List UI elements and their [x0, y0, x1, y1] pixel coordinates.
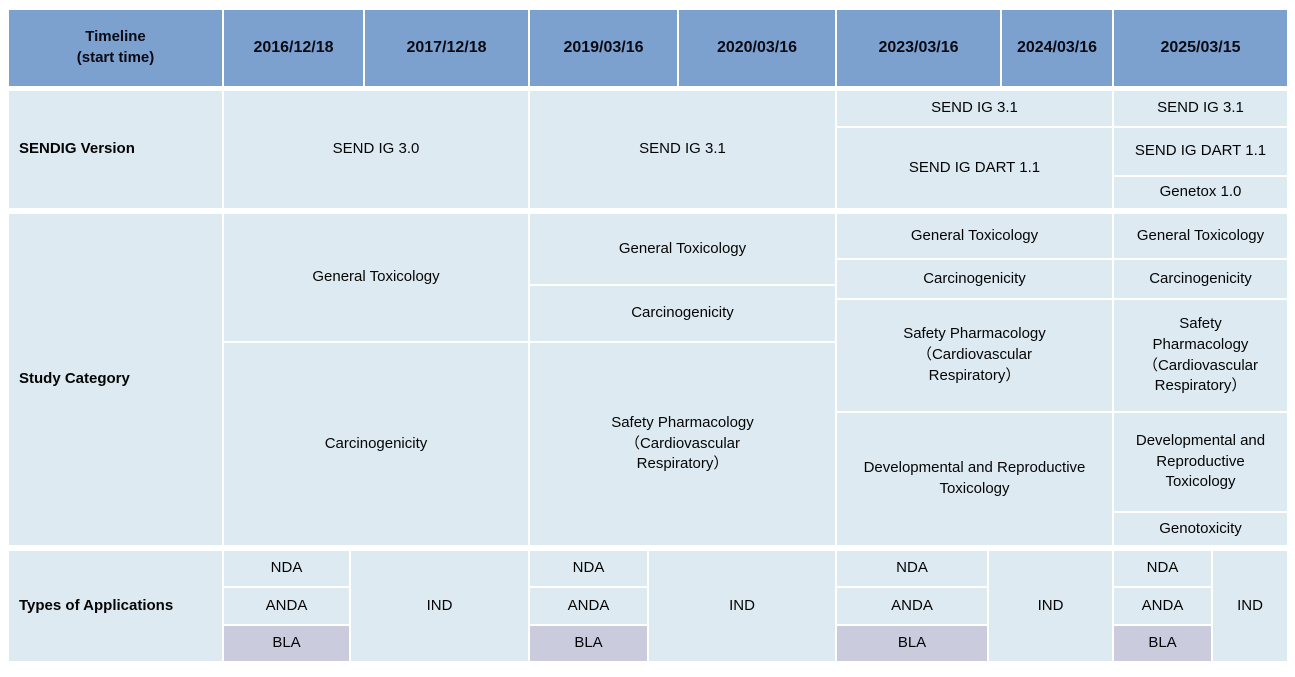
cell-apps-ind-2017: IND [351, 551, 528, 661]
cell-apps-bla-2025: BLA [1114, 626, 1211, 661]
header-date-2019-03-16: 2019/03/16 [530, 10, 677, 86]
cell-sendig-genetox-2025: Genetox 1.0 [1114, 177, 1287, 208]
cell-sendig-v30-2016-2017: SEND IG 3.0 [224, 91, 528, 208]
cell-study-general-2025: General Toxicology [1114, 214, 1287, 258]
cell-sendig-v31-2025: SEND IG 3.1 [1114, 91, 1287, 126]
cell-study-dart-tox-2025: Developmental and Reproductive Toxicolog… [1114, 413, 1287, 511]
cell-apps-bla-2023: BLA [837, 626, 987, 661]
header-date-2017-12-18: 2017/12/18 [365, 10, 528, 86]
cell-study-safety-2023-2024: Safety Pharmacology （Cardiovascular Resp… [837, 300, 1112, 411]
header-date-2024-03-16: 2024/03/16 [1002, 10, 1112, 86]
cell-study-genotox-2025: Genotoxicity [1114, 513, 1287, 545]
header-date-2020-03-16: 2020/03/16 [679, 10, 835, 86]
cell-study-carcino-2025: Carcinogenicity [1114, 260, 1287, 298]
cell-study-carcino-2019-2020: Carcinogenicity [530, 286, 835, 341]
row-label-sendig-version: SENDIG Version [9, 91, 222, 208]
cell-apps-bla-2019: BLA [530, 626, 647, 661]
cell-apps-anda-2025: ANDA [1114, 588, 1211, 624]
cell-apps-ind-2025: IND [1213, 551, 1287, 661]
cell-apps-ind-2024: IND [989, 551, 1112, 661]
cell-apps-anda-2016: ANDA [224, 588, 349, 624]
cell-sendig-dart-2023-2024: SEND IG DART 1.1 [837, 128, 1112, 208]
header-timeline: Timeline (start time) [9, 10, 222, 86]
cell-apps-anda-2023: ANDA [837, 588, 987, 624]
row-label-study-category: Study Category [9, 214, 222, 545]
cell-study-general-2019-2020: General Toxicology [530, 214, 835, 284]
cell-study-general-2023-2024: General Toxicology [837, 214, 1112, 258]
cell-apps-nda-2025: NDA [1114, 551, 1211, 586]
cell-apps-ind-2020: IND [649, 551, 835, 661]
cell-apps-bla-2016: BLA [224, 626, 349, 661]
cell-study-carcino-2016-2017: Carcinogenicity [224, 343, 528, 545]
cell-apps-nda-2016: NDA [224, 551, 349, 586]
cell-study-general-2016-2017: General Toxicology [224, 214, 528, 341]
header-date-2023-03-16: 2023/03/16 [837, 10, 1000, 86]
cell-study-carcino-2023-2024: Carcinogenicity [837, 260, 1112, 298]
row-label-types-of-applications: Types of Applications [9, 551, 222, 661]
cell-apps-nda-2023: NDA [837, 551, 987, 586]
cell-sendig-dart-2025: SEND IG DART 1.1 [1114, 128, 1287, 175]
cell-sendig-v31-2023-2024: SEND IG 3.1 [837, 91, 1112, 126]
cell-sendig-v31-2019-2020: SEND IG 3.1 [530, 91, 835, 208]
header-date-2025-03-15: 2025/03/15 [1114, 10, 1287, 86]
cell-study-dart-tox-2023-2024: Developmental and Reproductive Toxicolog… [837, 413, 1112, 545]
cell-study-safety-2025: Safety Pharmacology （Cardiovascular Resp… [1114, 300, 1287, 411]
cell-apps-anda-2019: ANDA [530, 588, 647, 624]
cell-apps-nda-2019: NDA [530, 551, 647, 586]
header-date-2016-12-18: 2016/12/18 [224, 10, 363, 86]
cell-study-safety-2019-2020: Safety Pharmacology （Cardiovascular Resp… [530, 343, 835, 545]
